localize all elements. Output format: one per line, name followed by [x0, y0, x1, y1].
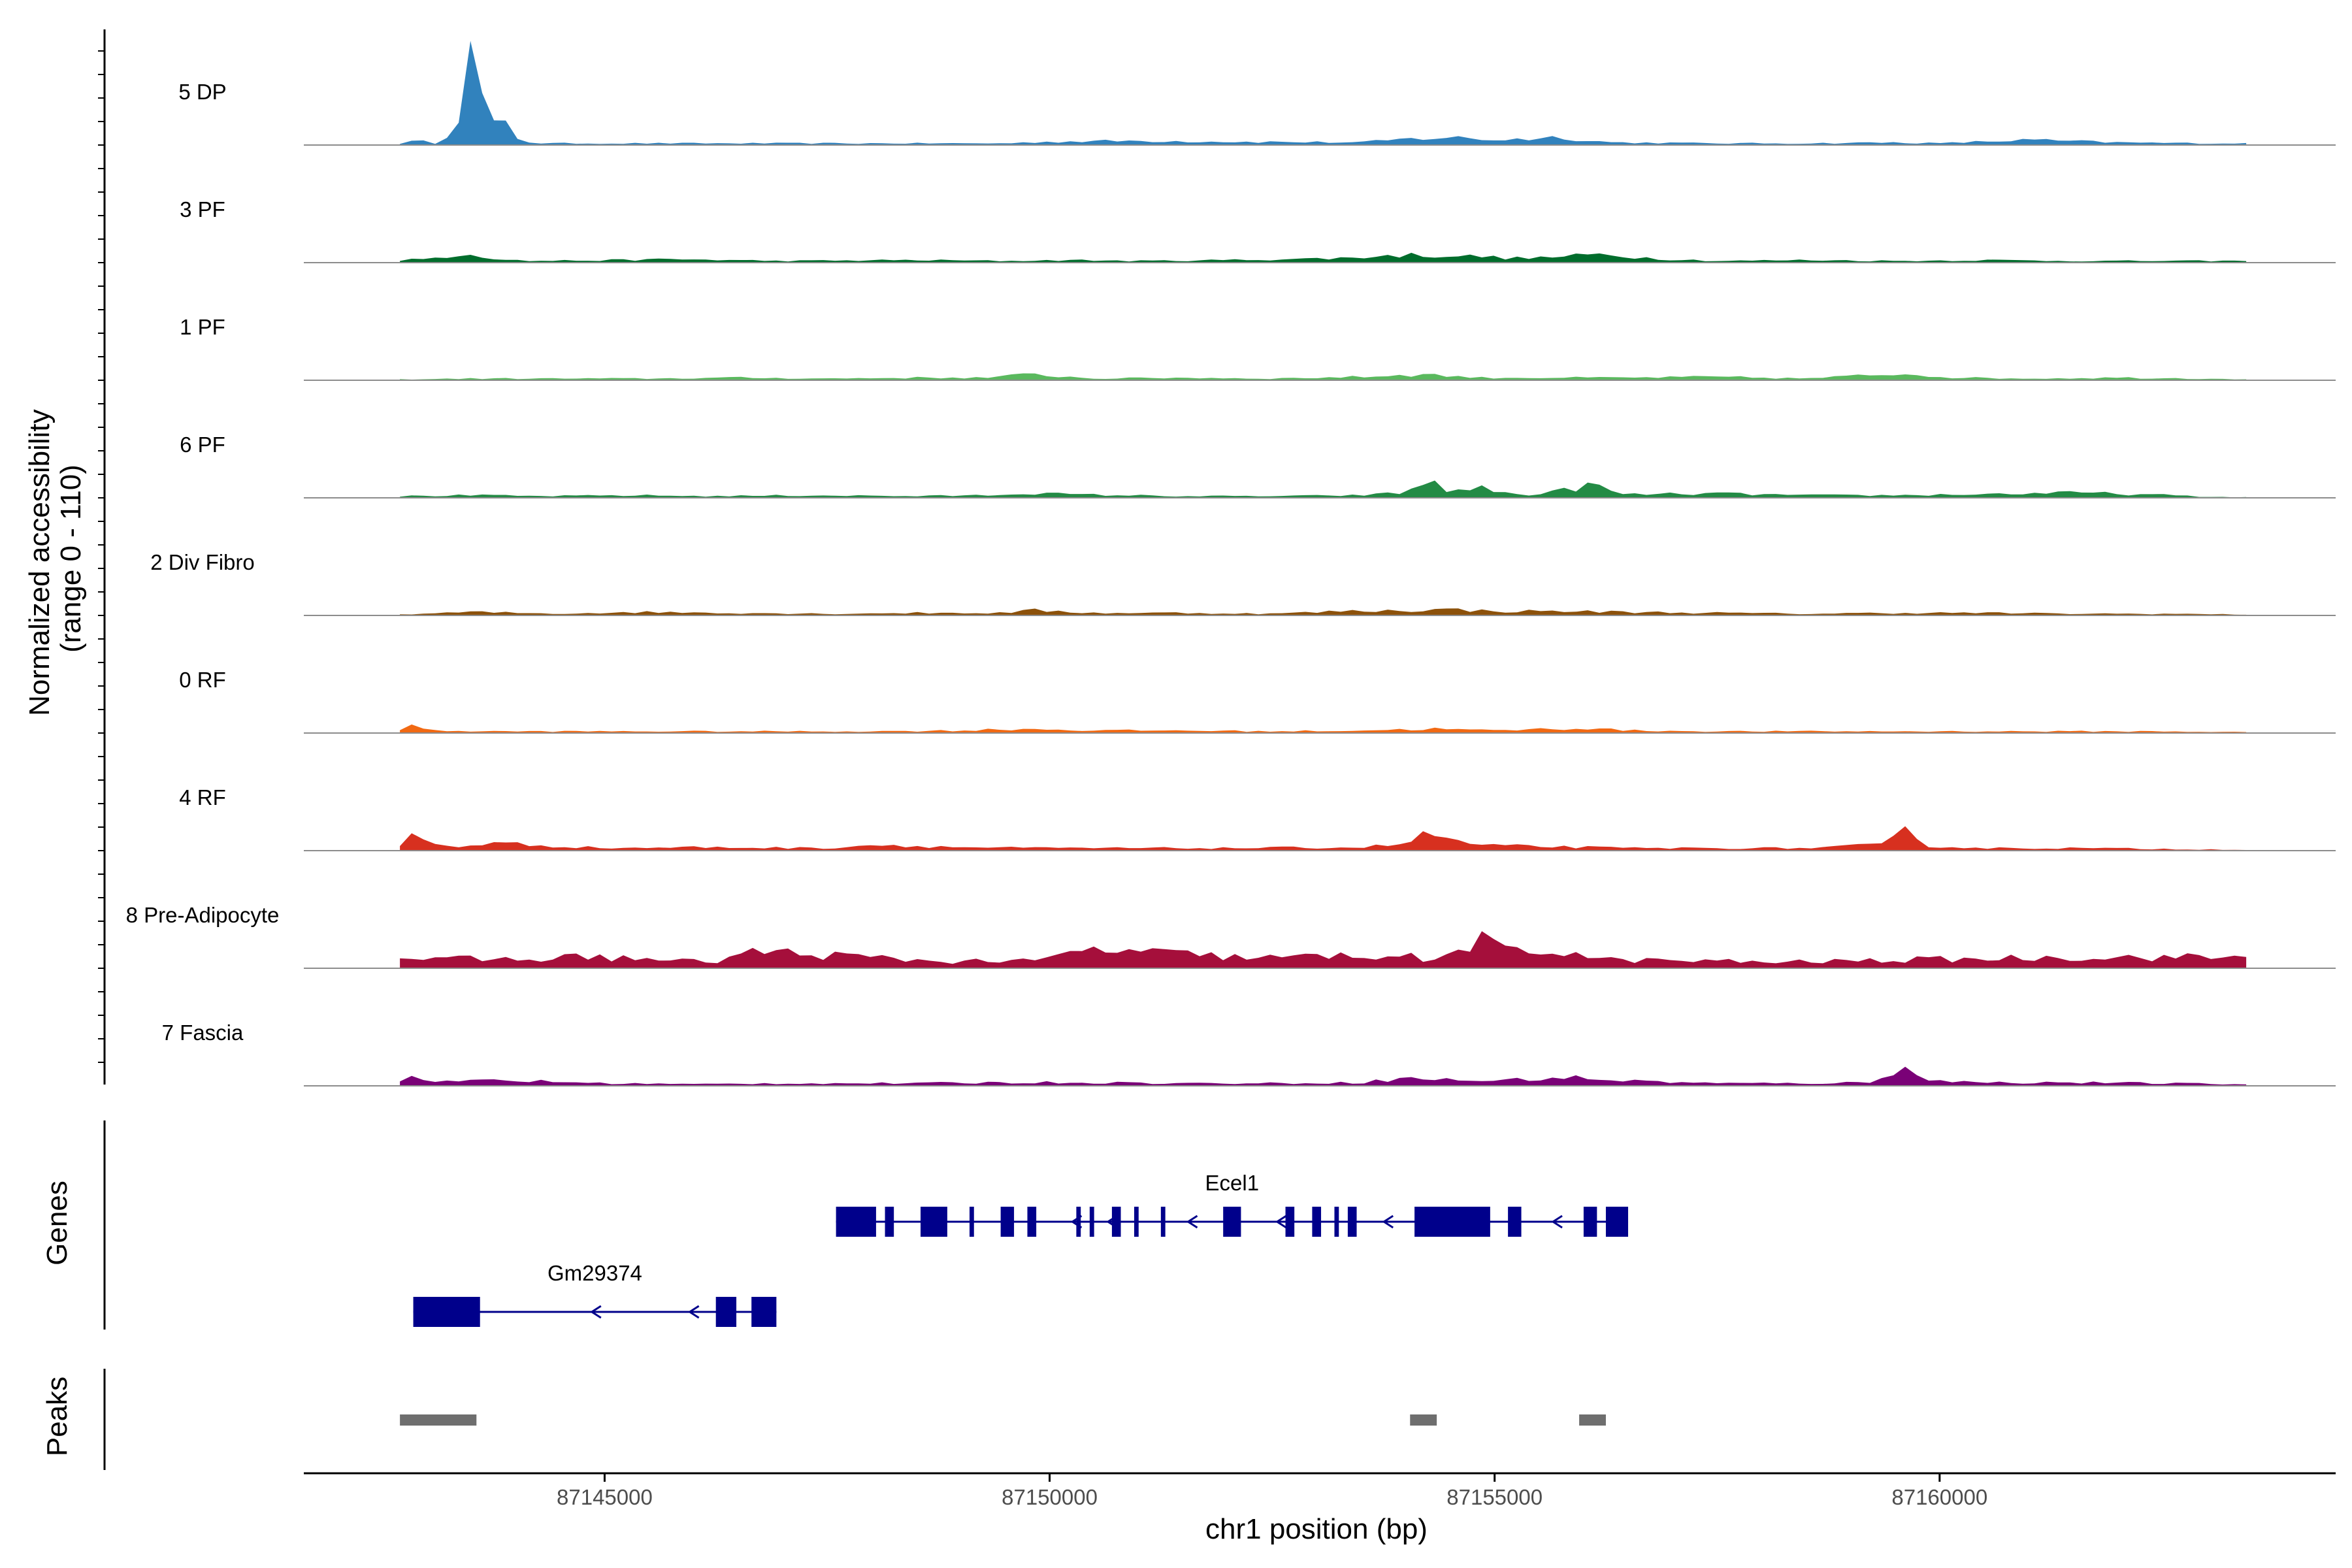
gene-exon	[1508, 1207, 1522, 1237]
track-label-0-rf: 0 RF	[179, 668, 226, 692]
gene-exon	[1089, 1207, 1094, 1237]
gene-gm29374: Gm29374	[413, 1261, 777, 1327]
gene-exon	[1160, 1207, 1166, 1237]
gene-exon	[836, 1207, 876, 1237]
coverage-area-8-pre-adipocyte	[400, 931, 2247, 968]
gene-exon	[921, 1207, 947, 1237]
strand-arrow	[1186, 1215, 1198, 1229]
coverage-area-7-fascia	[400, 1066, 2247, 1086]
gene-exon	[1285, 1207, 1295, 1237]
coverage-area-0-rf	[400, 724, 2247, 733]
gene-label-ecel1: Ecel1	[1205, 1171, 1260, 1195]
track-label-5-dp: 5 DP	[178, 80, 226, 104]
gene-exon	[885, 1207, 894, 1237]
track-label-4-rf: 4 RF	[179, 785, 226, 809]
track-8-pre-adipocyte: 8 Pre-Adipocyte	[126, 903, 2336, 969]
y-axis-title: Normalized accessibility (range 0 - 110)	[24, 401, 87, 716]
track-2-div-fibro: 2 Div Fibro	[150, 550, 2336, 616]
genes-panel-title: Genes	[41, 1181, 73, 1266]
x-axis: 87145000 87150000 87155000 87160000	[304, 1472, 2336, 1509]
strand-arrow	[1275, 1215, 1287, 1229]
gene-exon	[969, 1207, 974, 1237]
gene-exon	[751, 1297, 777, 1327]
coverage-area-6-pf	[400, 480, 2247, 498]
gene-exon	[1312, 1207, 1322, 1237]
track-4-rf: 4 RF	[179, 785, 2336, 851]
coverage-area-4-rf	[400, 826, 2247, 851]
track-7-fascia: 7 Fascia	[162, 1021, 2336, 1086]
track-3-pf: 3 PF	[180, 197, 2336, 263]
coverage-area-5-dp	[400, 41, 2247, 145]
gene-exon	[1000, 1207, 1015, 1237]
track-label-2-div-fibro: 2 Div Fibro	[150, 550, 255, 574]
gene-exon	[1223, 1207, 1241, 1237]
genes-panel: Gm29374 Ecel1	[103, 1120, 1629, 1330]
gene-exon	[1605, 1207, 1629, 1237]
x-tick-label: 87155000	[1446, 1485, 1543, 1509]
gene-exon	[1334, 1207, 1339, 1237]
strand-arrow	[1070, 1215, 1083, 1229]
peak-region	[1410, 1414, 1437, 1426]
track-6-pf: 6 PF	[180, 433, 2336, 498]
strand-arrow	[687, 1305, 700, 1319]
gene-exon	[1583, 1207, 1597, 1237]
gene-exon	[1134, 1207, 1139, 1237]
strand-arrow	[1382, 1215, 1394, 1229]
x-tick-label: 87145000	[557, 1485, 653, 1509]
track-label-1-pf: 1 PF	[180, 315, 225, 339]
x-axis-title: chr1 position (bp)	[1205, 1513, 1428, 1545]
peaks-panel-title: Peaks	[41, 1377, 73, 1456]
strand-arrow	[1106, 1215, 1118, 1229]
track-label-7-fascia: 7 Fascia	[162, 1021, 244, 1045]
track-label-8-pre-adipocyte: 8 Pre-Adipocyte	[126, 903, 280, 927]
coverage-tracks: 5 DP 3 PF 1 PF 6 PF 2 Div Fibro 0 RF 4 RF 8 Pre…	[98, 29, 2336, 1086]
gene-exon	[1347, 1207, 1357, 1237]
y-axis-title-line1: Normalized accessibility	[24, 409, 56, 715]
strand-arrow	[1551, 1215, 1563, 1229]
peak-region	[1579, 1414, 1606, 1426]
peak-region	[400, 1414, 477, 1426]
coverage-area-1-pf	[400, 373, 2247, 380]
peaks-panel	[103, 1369, 1606, 1470]
gene-label-gm29374: Gm29374	[547, 1261, 642, 1285]
gene-exon	[715, 1297, 737, 1327]
x-tick-label: 87160000	[1891, 1485, 1987, 1509]
x-tick-label: 87150000	[1002, 1485, 1098, 1509]
y-axis-title-line2: (range 0 - 110)	[55, 465, 87, 653]
track-label-6-pf: 6 PF	[180, 433, 225, 457]
coverage-area-3-pf	[400, 252, 2247, 263]
coverage-area-2-div-fibro	[400, 608, 2247, 615]
strand-arrow	[999, 1215, 1011, 1229]
gene-ecel1: Ecel1	[836, 1171, 1629, 1237]
track-1-pf: 1 PF	[180, 315, 2336, 381]
gene-exon	[1414, 1207, 1490, 1237]
strand-arrow	[590, 1305, 602, 1319]
gene-exon	[1111, 1207, 1121, 1237]
gene-exon	[1076, 1207, 1081, 1237]
track-5-dp: 5 DP	[178, 41, 2336, 146]
track-label-3-pf: 3 PF	[180, 197, 225, 221]
track-0-rf: 0 RF	[179, 668, 2336, 734]
gene-exon	[1027, 1207, 1037, 1237]
strand-arrow	[443, 1305, 455, 1319]
y-axis-coverage	[98, 29, 106, 1085]
